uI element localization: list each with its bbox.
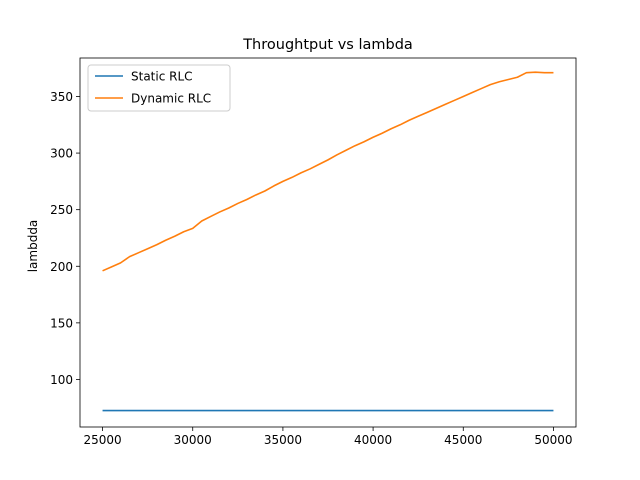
legend-box <box>87 64 231 112</box>
x-tick-label: 40000 <box>354 433 392 447</box>
x-tick-label: 45000 <box>444 433 482 447</box>
plot-area: 25000 30000 35000 40000 45000 50000 100 150 200 2… <box>50 57 577 447</box>
y-tick-label: 100 <box>50 373 73 387</box>
x-tick-label: 50000 <box>534 433 572 447</box>
y-tick-label: 250 <box>50 203 73 217</box>
y-tick-label: 350 <box>50 90 73 104</box>
x-tick-label: 25000 <box>83 433 121 447</box>
y-tick-label: 300 <box>50 147 73 161</box>
chart-title: Throughtput vs lambda <box>242 37 413 53</box>
y-tick-label: 200 <box>50 260 73 274</box>
series-line-dynamic-rlc <box>102 71 554 272</box>
legend-label: Dynamic RLC <box>131 92 211 106</box>
y-axis-label: lambdda <box>26 220 40 273</box>
x-tick-label: 35000 <box>264 433 302 447</box>
legend-label: Static RLC <box>131 70 193 84</box>
axes-frame <box>79 57 577 428</box>
x-tick-label: 30000 <box>174 433 212 447</box>
y-tick-label: 150 <box>50 316 73 330</box>
